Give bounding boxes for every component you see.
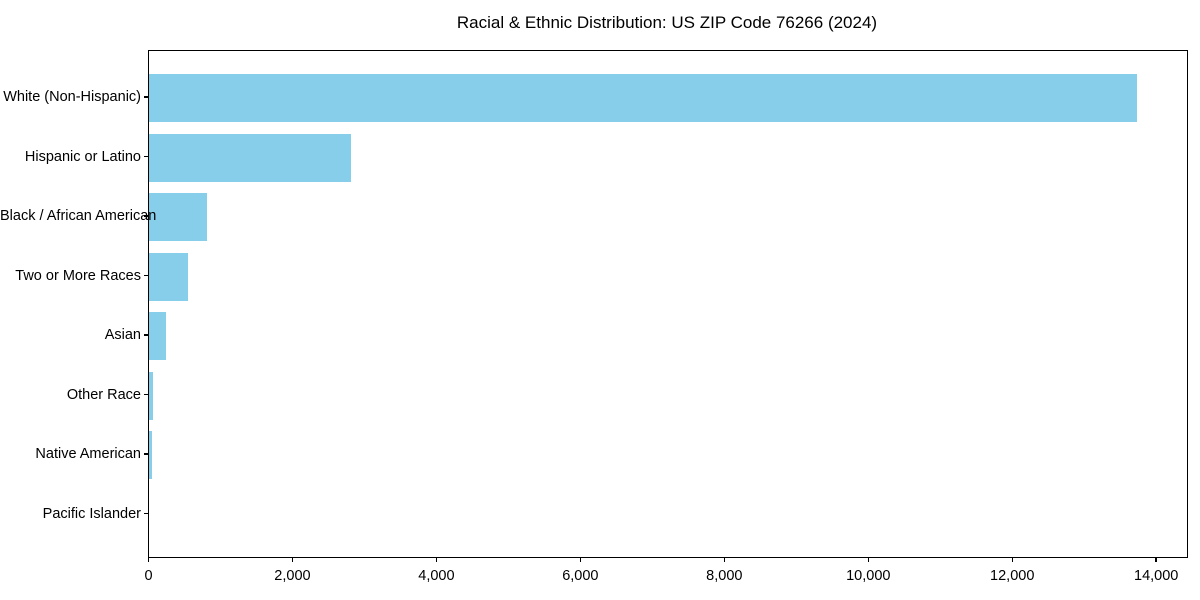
x-tick-label: 0 xyxy=(144,568,153,584)
y-tick-mark xyxy=(143,393,149,396)
x-tick-label: 2,000 xyxy=(274,568,311,584)
y-tick-label: Pacific Islander xyxy=(42,505,141,522)
bar xyxy=(149,431,153,479)
y-tick-mark xyxy=(143,334,149,336)
y-tick-mark xyxy=(143,274,149,277)
y-tick-mark xyxy=(143,512,149,515)
y-tick-label: Hispanic or Latino xyxy=(24,148,141,165)
x-tick-mark xyxy=(1011,557,1013,563)
x-tick-mark xyxy=(867,557,869,563)
y-tick-mark xyxy=(143,215,149,217)
bar xyxy=(149,371,153,420)
x-tick-label: 6,000 xyxy=(562,568,599,584)
chart-title: Racial & Ethnic Distribution: US ZIP Cod… xyxy=(456,13,878,32)
x-tick-mark xyxy=(147,557,150,563)
bar xyxy=(149,252,188,301)
x-tick-label: 14,000 xyxy=(1134,568,1179,584)
bar xyxy=(149,312,166,360)
y-tick-label: Asian xyxy=(104,327,141,343)
x-tick-label: 8,000 xyxy=(706,568,743,584)
x-tick-label: 10,000 xyxy=(846,568,891,584)
bar xyxy=(149,193,207,241)
x-tick-mark xyxy=(435,557,438,563)
y-tick-label: Other Race xyxy=(66,386,141,403)
x-tick-mark xyxy=(291,557,294,563)
y-tick-label: Native American xyxy=(35,446,141,462)
x-tick-mark xyxy=(723,557,726,563)
plot-area xyxy=(148,50,1188,558)
bar xyxy=(149,74,1138,122)
x-tick-mark xyxy=(1155,557,1157,563)
bar xyxy=(149,133,351,182)
y-tick-label: Two or More Races xyxy=(15,267,141,284)
y-tick-mark xyxy=(143,96,149,98)
x-tick-mark xyxy=(579,557,582,563)
y-tick-label: Black / African American xyxy=(0,208,157,224)
y-tick-mark xyxy=(143,155,149,158)
y-tick-label: White (Non-Hispanic) xyxy=(3,89,141,105)
x-tick-label: 4,000 xyxy=(418,568,455,584)
y-tick-mark xyxy=(143,453,149,455)
x-tick-label: 12,000 xyxy=(990,568,1035,584)
